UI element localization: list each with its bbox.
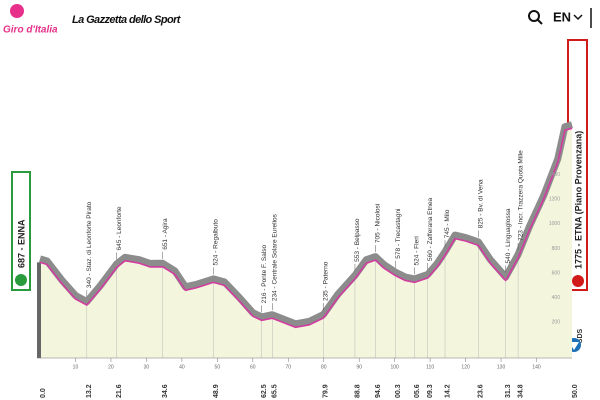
y-tick-label: 1400 [549, 172, 560, 178]
brand-logo[interactable]: Giro d'Italia [3, 4, 58, 36]
waypoint-distance: 09.3 [427, 384, 434, 398]
waypoint-label: 723 - Incr. Trazzera Quota Mille [517, 150, 524, 241]
waypoint-distance: 14.2 [444, 384, 451, 398]
waypoint-label: 578 - Trecastagni [395, 209, 402, 259]
profile-chart: 10 20 30 40 50 60 70 80 90 100 110 120 130 140 200 400 6… [37, 121, 579, 398]
waypoint-label: 234 - Centrale Solare Eurelios [272, 213, 279, 301]
waypoint-label: 645 - Leonforte [116, 206, 123, 250]
waypoint-distance: 05.6 [414, 384, 421, 398]
x-tick-label: 130 [497, 364, 506, 370]
side-label: SDS [577, 328, 584, 343]
y-tick-label: 400 [552, 295, 561, 301]
waypoint-distance: 88.8 [354, 384, 361, 398]
waypoint-label: 216 - Ponte F. Salso [261, 244, 268, 303]
start-wall [37, 262, 41, 358]
x-tick-label: 80 [321, 364, 327, 370]
waypoint-distance: 31.3 [505, 384, 512, 398]
search-icon[interactable] [528, 10, 543, 25]
waypoint-label: 340 - Staz. di Leonforte Pirato [86, 201, 93, 288]
partner-name[interactable]: La Gazzetta dello Sport [72, 14, 182, 26]
profile-band [39, 121, 573, 328]
start-box [11, 171, 31, 291]
x-tick-label: 70 [285, 364, 291, 370]
waypoint-distance: 21.6 [116, 384, 123, 398]
start-distance: 0.0 [40, 388, 47, 398]
waypoint-label: 524 - Fleri [414, 236, 421, 265]
waypoint-distance: 48.9 [213, 384, 220, 398]
finish-distance: 50.0 [572, 384, 579, 398]
waypoint-distance: 34.6 [162, 384, 169, 398]
waypoint-distance: 34.8 [517, 384, 524, 398]
language[interactable]: EN [553, 9, 571, 24]
start-label: 687 - ENNA [16, 219, 26, 268]
waypoint-distance: 79.9 [323, 384, 330, 398]
x-tick-label: 30 [144, 364, 150, 370]
y-tick-label: 1200 [549, 196, 560, 202]
x-tick-label: 110 [426, 364, 434, 370]
finish-icon [572, 275, 584, 287]
finish-label: 1775 - ETNA (Piano Provenzana) [573, 131, 583, 269]
language-chevron[interactable] [573, 14, 583, 21]
waypoint-label: 540 - Linguaglossa [505, 208, 512, 263]
y-tick-label: 200 [552, 320, 561, 326]
waypoint-label: 651 - Agira [162, 218, 169, 250]
x-tick-label: 50 [215, 364, 221, 370]
waypoint-label: 705 - Nicolosi [375, 204, 382, 243]
waypoint-distance: 23.6 [478, 384, 485, 398]
x-tick-label: 10 [73, 364, 79, 370]
y-tick-label: 1000 [549, 221, 560, 227]
waypoint-distance: 65.5 [272, 384, 279, 398]
x-tick-label: 60 [250, 364, 256, 370]
waypoint-label: 553 - Belpasso [354, 218, 361, 262]
waypoint-label: 745 - Milo [444, 209, 451, 238]
waypoint-label: 524 - Regalbuto [213, 219, 220, 266]
x-tick-label: 20 [108, 364, 114, 370]
profile-area [40, 128, 572, 358]
logo-icon [10, 4, 24, 18]
waypoint-distance: 00.3 [395, 384, 402, 398]
waypoint-label: 560 - Zafferana Etnea [427, 198, 434, 262]
waypoint-distance: 13.2 [86, 384, 93, 398]
start-icon [15, 274, 27, 286]
y-tick-label: 600 [552, 270, 561, 276]
waypoint-distance: 62.5 [261, 384, 268, 398]
y-tick-label: 800 [552, 246, 561, 252]
waypoint-label: 825 - Bv. di Vena [478, 179, 485, 228]
waypoint-label: 235 - Paterno [323, 261, 330, 301]
x-tick-label: 40 [179, 364, 185, 370]
x-tick-label: 90 [356, 364, 362, 370]
x-tick-label: 120 [461, 364, 470, 370]
x-tick-label: 140 [532, 364, 541, 370]
profile-line [39, 127, 573, 329]
brand-name: Giro d'Italia [3, 25, 58, 36]
waypoint-distance: 94.6 [375, 384, 382, 398]
x-tick-label: 100 [390, 364, 399, 370]
